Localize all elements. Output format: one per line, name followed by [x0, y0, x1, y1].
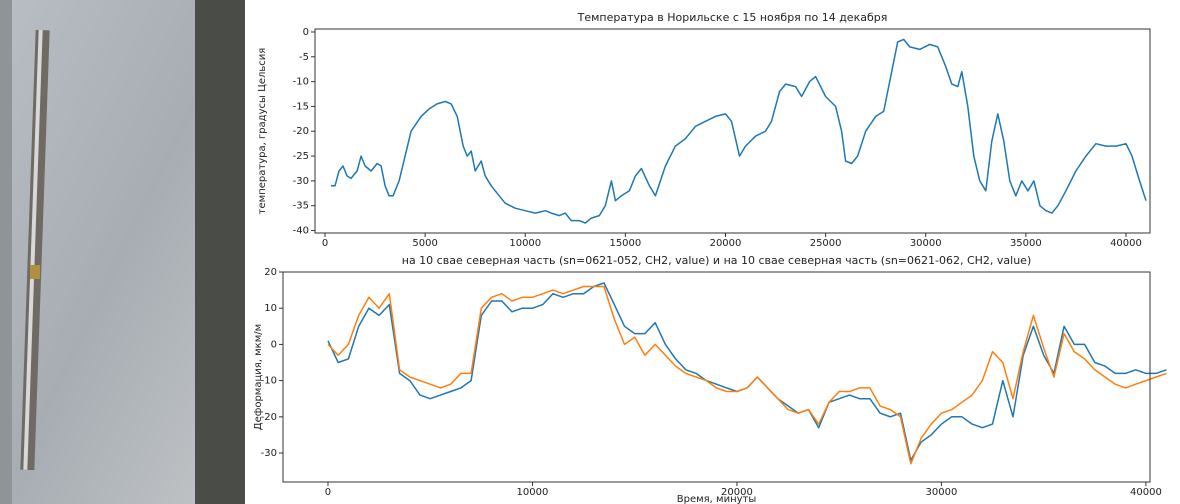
chart-title: на 10 свае северная часть (sn=0621-052, … — [402, 254, 1032, 267]
y-tick-label: -30 — [293, 176, 309, 187]
x-tick-label: 20000 — [721, 487, 753, 498]
x-tick-label: 0 — [322, 238, 328, 249]
x-tick-label: 0 — [325, 487, 331, 498]
y-tick-label: -35 — [293, 201, 309, 212]
x-axis-label: Время, минуты — [677, 494, 757, 504]
x-tick-label: 10000 — [509, 238, 541, 249]
x-tick-label: 15000 — [609, 238, 641, 249]
data-line — [327, 282, 1167, 462]
x-tick-label: 40000 — [1110, 238, 1142, 249]
axes-frame — [282, 271, 1151, 483]
y-tick-label: -30 — [261, 448, 277, 459]
x-tick-label: 25000 — [810, 238, 842, 249]
x-tick-label: 30000 — [910, 238, 942, 249]
x-tick-label: 10000 — [517, 487, 549, 498]
y-tick-label: -40 — [293, 226, 309, 237]
y-tick-label: -10 — [293, 77, 309, 88]
axes-frame — [314, 28, 1151, 234]
y-axis-label: температура, градусы Цельсия — [257, 48, 268, 215]
y-tick-label: -10 — [261, 376, 277, 387]
y-tick-label: 0 — [271, 339, 277, 350]
x-tick-label: 30000 — [926, 487, 958, 498]
y-tick-label: -25 — [293, 151, 309, 162]
photo — [0, 0, 245, 504]
y-axis-label: Деформация, мкм/м — [253, 324, 264, 430]
data-line — [327, 285, 1167, 465]
x-tick-label: 20000 — [710, 238, 742, 249]
y-tick-label: -15 — [293, 101, 309, 112]
y-tick-label: 10 — [264, 303, 277, 314]
y-tick-label: -5 — [299, 52, 309, 63]
x-tick-label: 40000 — [1130, 487, 1162, 498]
y-tick-label: -20 — [293, 126, 309, 137]
y-tick-label: 0 — [303, 27, 309, 38]
y-tick-label: -20 — [261, 412, 277, 423]
chart-title: Температура в Норильске с 15 ноября по 1… — [577, 11, 888, 24]
x-tick-label: 35000 — [1010, 238, 1042, 249]
y-tick-label: 20 — [264, 267, 277, 278]
x-tick-label: 5000 — [412, 238, 437, 249]
data-line — [331, 38, 1147, 224]
